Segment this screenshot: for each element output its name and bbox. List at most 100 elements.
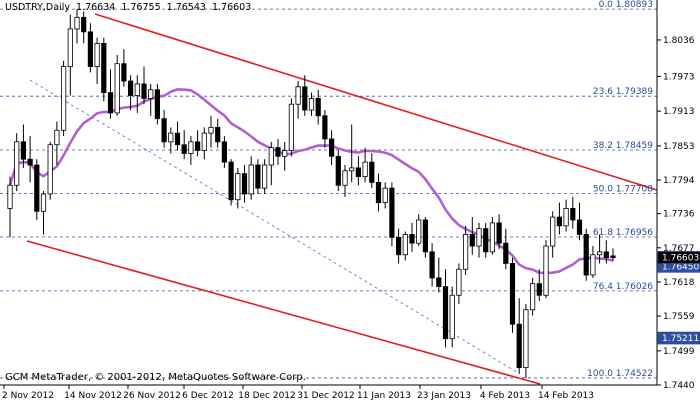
candle-body: [422, 219, 429, 253]
candle-body: [168, 132, 174, 143]
candle-body: [402, 234, 408, 256]
moving-average: [8, 87, 614, 275]
channel-lower-line: [26, 240, 541, 385]
candle-body: [40, 193, 47, 212]
candle-body: [235, 173, 241, 201]
candle-body: [429, 251, 435, 279]
x-tick-label: 4 Feb 2013: [480, 391, 530, 401]
candle-body: [34, 164, 40, 212]
y-tick-label: 1.7794: [663, 176, 695, 186]
candle-body: [523, 309, 529, 369]
candle-body: [148, 89, 154, 99]
candle-body: [228, 161, 234, 201]
candle-body: [469, 234, 475, 247]
price-marker-2-label: 1.76450: [662, 262, 699, 272]
y-tick-label: 1.7973: [663, 72, 695, 82]
candle-body: [268, 147, 274, 166]
candle-body: [201, 132, 207, 151]
y-tick-label: 1.8036: [663, 36, 695, 46]
x-tick-label: 6 Dec 2012: [182, 391, 234, 401]
candle-body: [610, 255, 616, 259]
candle-body: [389, 187, 395, 238]
fib-label: 0.0 1.80893: [599, 0, 653, 10]
candle-body: [215, 126, 221, 143]
y-tick-label: 1.7559: [663, 312, 695, 322]
candle-body: [208, 126, 214, 134]
fib-label: 38.2 1.78459: [593, 141, 653, 151]
candle-body: [121, 63, 127, 82]
candle-body: [342, 170, 348, 186]
candle-body: [416, 219, 422, 244]
candle-body: [94, 43, 100, 67]
candle-body: [61, 66, 67, 131]
y-tick-label: 1.7499: [663, 347, 695, 357]
channel-upper-line: [94, 13, 658, 191]
candle-body: [382, 187, 388, 204]
fib-labels: 0.0 1.80893 23.6 1.79389 38.2 1.78459 50.0 …: [587, 0, 653, 379]
candle-body: [556, 216, 563, 227]
candle-body: [590, 254, 596, 276]
candle-body: [261, 164, 268, 189]
candle-body: [181, 144, 187, 154]
candle-body: [275, 147, 281, 157]
chart-header: USDTRY,Daily 1.76634 1.76755 1.76543 1.7…: [5, 2, 254, 13]
x-tick-label: 23 Jan 2013: [417, 391, 471, 401]
fib-label: 76.4 1.76026: [593, 282, 653, 292]
candle-body: [550, 216, 556, 247]
candle-body: [530, 283, 536, 311]
y-tick-label: 1.7736: [663, 210, 695, 220]
candle-body: [114, 63, 120, 114]
close-value: 1.76603: [211, 2, 252, 13]
candle-body: [174, 132, 181, 146]
candle-body: [67, 28, 73, 67]
candle-body: [375, 181, 382, 204]
candle-body: [509, 263, 516, 325]
candle-body: [134, 83, 140, 96]
candle-body: [255, 164, 261, 189]
candle-body: [576, 219, 583, 235]
ma-line: [8, 87, 614, 275]
candle-body: [456, 268, 462, 296]
y-tick-label: 1.7913: [663, 107, 695, 117]
copyright-text: GCM MetaTrader, © 2001-2012, MetaQuotes …: [5, 372, 306, 383]
x-tick-label: 2 Nov 2012: [2, 391, 54, 401]
symbol-label: USDTRY,Daily: [5, 2, 70, 13]
candle-body: [597, 251, 603, 256]
candles: [7, 9, 616, 379]
x-tick-label: 14 Nov 2012: [64, 391, 122, 401]
x-tick-label: 31 Dec 2012: [297, 391, 355, 401]
candle-body: [127, 80, 134, 96]
candle-body: [355, 167, 362, 177]
x-tick-label: 26 Nov 2012: [123, 391, 181, 401]
y-tick-label: 1.7618: [663, 278, 695, 288]
candle-body: [47, 144, 53, 195]
candle-body: [154, 89, 160, 120]
candle-body: [328, 138, 335, 157]
candle-body: [27, 158, 33, 166]
candle-body: [141, 83, 147, 99]
candle-body: [248, 164, 254, 195]
open-value: 1.76634: [76, 2, 116, 13]
candle-body: [409, 234, 415, 244]
candle-body: [81, 16, 87, 33]
candle-body: [87, 31, 93, 67]
x-tick-label: 18 Dec 2012: [238, 391, 296, 401]
candle-body: [161, 118, 167, 143]
candle-body: [543, 245, 549, 296]
fib-label: 23.6 1.79389: [593, 87, 653, 97]
candle-body: [369, 161, 375, 183]
candle-body: [349, 167, 355, 172]
fib-label: 61.8 1.76956: [593, 228, 653, 238]
current-price-marker-label: 1.76603: [662, 253, 699, 263]
price-marker-3-box: [657, 331, 700, 345]
candle-body: [194, 141, 201, 151]
candle-body: [496, 222, 502, 244]
candle-body: [489, 222, 496, 253]
candle-body: [54, 129, 60, 146]
candle-body: [503, 242, 509, 264]
y-tick-label: 1.7677: [663, 244, 695, 254]
candle-body: [583, 234, 589, 276]
candle-body: [221, 141, 227, 163]
